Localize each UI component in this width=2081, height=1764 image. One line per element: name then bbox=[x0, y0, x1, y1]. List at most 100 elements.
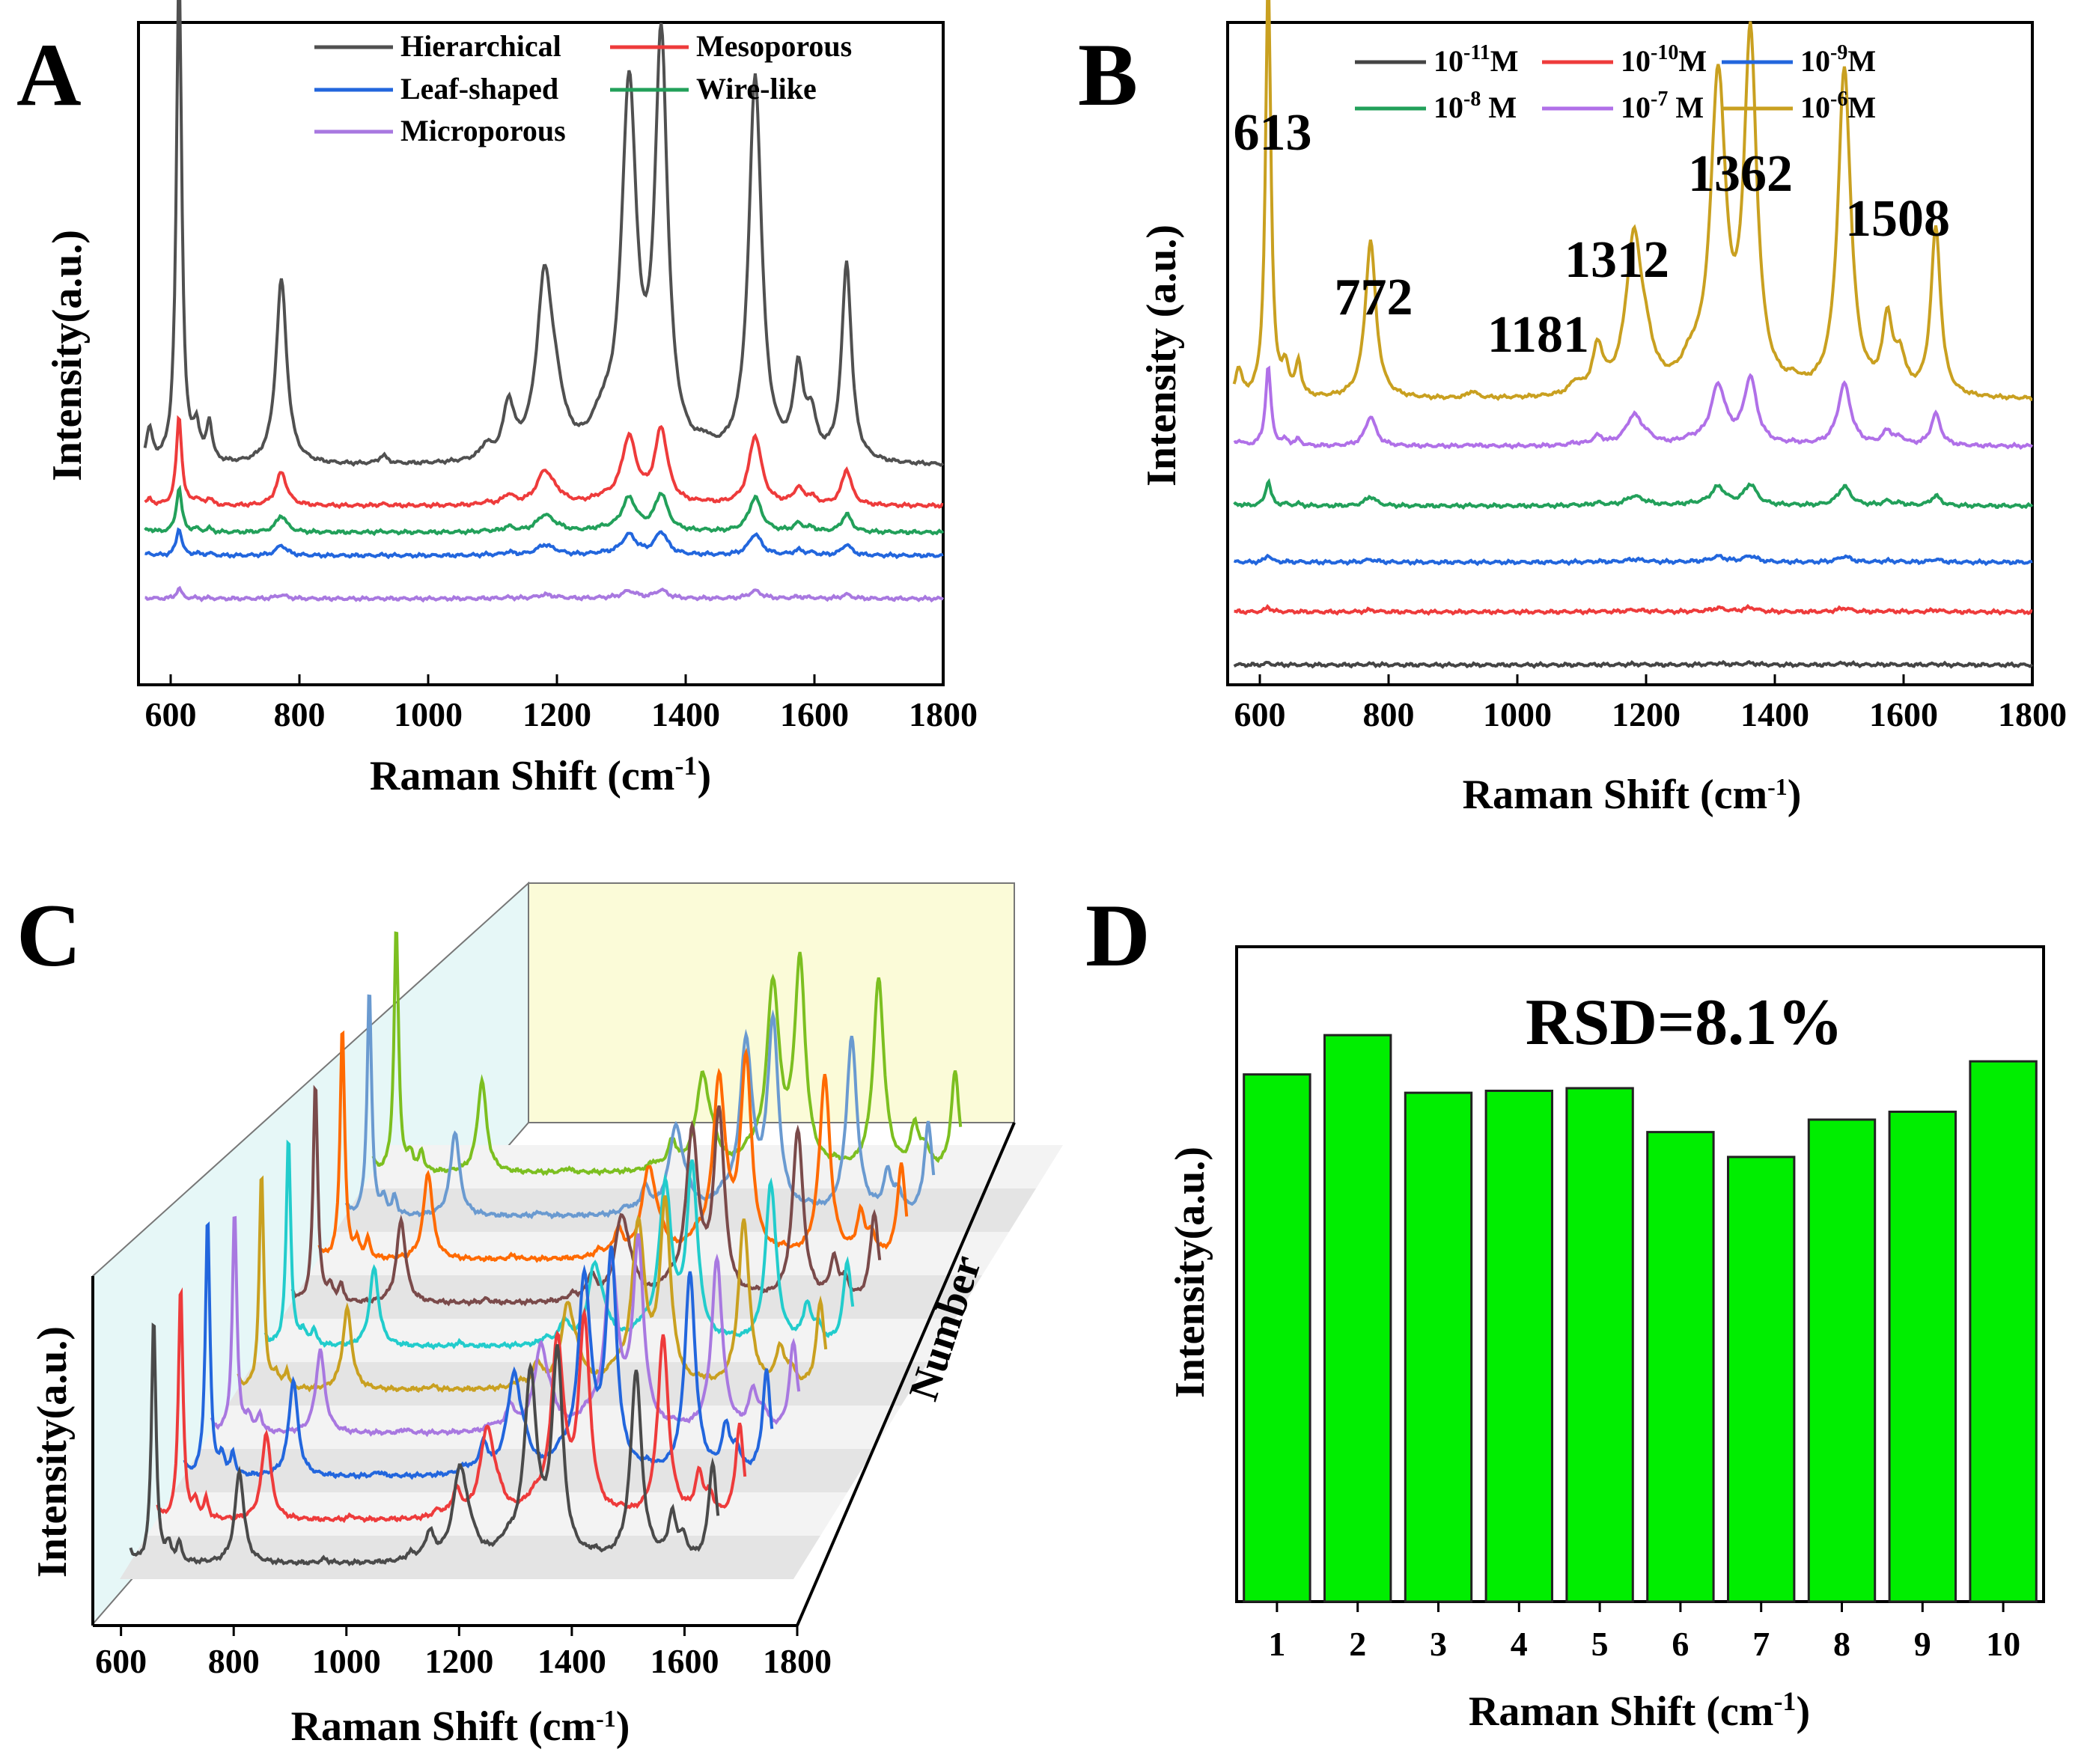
panel-a-xticks: 600 800 1000 1200 1400 1600 1800 bbox=[145, 674, 978, 733]
waterfall-line bbox=[263, 1139, 855, 1350]
series-line-10-10m bbox=[1234, 603, 2033, 616]
xtick-label: 1800 bbox=[763, 1642, 832, 1680]
panel-d-rsd-annotation: RSD=8.1% bbox=[1526, 986, 1843, 1059]
panel-a-letter: A bbox=[16, 25, 82, 124]
series-line-10-7-m bbox=[1233, 365, 2034, 451]
xtick-label: 10 bbox=[1986, 1625, 2020, 1663]
panel-a-plot-frame bbox=[137, 21, 945, 686]
legend-label: Microporous bbox=[400, 114, 566, 147]
floor-strip bbox=[362, 1145, 1063, 1188]
panel-c-xlabel: Raman Shift (cm-1) bbox=[291, 1703, 630, 1750]
panel-d-xlabel: Raman Shift (cm-1) bbox=[1469, 1686, 1810, 1735]
xtick-label: 1800 bbox=[909, 695, 978, 733]
floor-strip bbox=[147, 1492, 847, 1536]
waterfall-line bbox=[183, 1221, 774, 1480]
panel-b-letter: B bbox=[1078, 25, 1138, 124]
peak-label: 772 bbox=[1335, 269, 1413, 326]
panel-b-xlabel: Raman Shift (cm-1) bbox=[1463, 772, 1802, 818]
series-line-10-9m bbox=[1233, 553, 2033, 567]
panel-d-bars bbox=[1243, 1034, 2038, 1603]
legend-label: Hierarchical bbox=[400, 29, 561, 63]
xtick-label: 1400 bbox=[651, 695, 720, 733]
xtick-label: 1 bbox=[1268, 1625, 1285, 1663]
waterfall-line bbox=[210, 1215, 801, 1438]
bar-6 bbox=[1646, 1131, 1715, 1603]
panel-a-lines bbox=[143, 0, 945, 603]
series-line-microporous bbox=[144, 585, 945, 603]
bar-7 bbox=[1727, 1156, 1796, 1603]
xtick-label: 600 bbox=[95, 1642, 147, 1680]
panel-d-ylabel: Intensity(a.u.) bbox=[1167, 1147, 1213, 1398]
panel-b-legend: 10-11M 10-10M 10-9M 10-8 M 10-7 M 10-6M bbox=[1355, 41, 1876, 124]
xtick-label: 1600 bbox=[780, 695, 849, 733]
xtick-label: 1800 bbox=[1998, 695, 2067, 733]
panel-c-xticks: 600 800 1000 1200 1400 1600 1800 bbox=[95, 1626, 832, 1680]
xtick-label: 600 bbox=[145, 695, 197, 733]
panel-c-ylabel: Intensity(a.u.) bbox=[29, 1326, 76, 1578]
peak-label: 1312 bbox=[1564, 231, 1669, 289]
legend-label: 10-6M bbox=[1800, 88, 1876, 124]
xtick-label: 1000 bbox=[394, 695, 463, 733]
bar-1 bbox=[1243, 1073, 1311, 1603]
series-line-10-11m bbox=[1233, 659, 2034, 669]
panel-d-xticks: 1 2 3 4 5 6 7 8 9 10 bbox=[1268, 1602, 2020, 1663]
xtick-label: 1600 bbox=[1869, 695, 1938, 733]
xtick-label: 4 bbox=[1511, 1625, 1528, 1663]
panel-a: A 600 800 1000 1200 1400 1600 1800 Hierarchica… bbox=[16, 0, 978, 799]
peak-label: 1508 bbox=[1845, 190, 1950, 248]
legend-label: 10-8 M bbox=[1433, 88, 1517, 124]
panel-d: D RSD=8.1% 1 2 3 4 5 6 7 8 9 10 Raman Shift (cm-1… bbox=[1085, 885, 2045, 1735]
panel-a-xlabel: Raman Shift (cm-1) bbox=[370, 751, 711, 799]
panel-c-lines bbox=[129, 931, 963, 1566]
panel-b-ylabel: Intensity (a.u.) bbox=[1139, 225, 1185, 486]
bar-4 bbox=[1484, 1090, 1553, 1603]
series-line-leaf-shaped bbox=[144, 527, 944, 560]
xtick-label: 800 bbox=[274, 695, 326, 733]
bar-5 bbox=[1565, 1087, 1634, 1603]
xtick-label: 7 bbox=[1752, 1625, 1770, 1663]
series-line-wire-like bbox=[144, 484, 945, 537]
xtick-label: 8 bbox=[1833, 1625, 1850, 1663]
legend-label: 10-11M bbox=[1433, 41, 1519, 78]
panel-c-z-axis bbox=[796, 1122, 1016, 1626]
xtick-label: 1200 bbox=[522, 695, 591, 733]
panel-b-plot-frame bbox=[1226, 21, 2034, 686]
panel-d-letter: D bbox=[1085, 885, 1151, 985]
bar-8 bbox=[1807, 1118, 1877, 1603]
xtick-label: 2 bbox=[1349, 1625, 1366, 1663]
xtick-label: 9 bbox=[1914, 1625, 1931, 1663]
legend-label: Wire-like bbox=[696, 72, 817, 106]
xtick-label: 1000 bbox=[1483, 695, 1552, 733]
bar-3 bbox=[1404, 1091, 1473, 1603]
waterfall-line bbox=[371, 931, 963, 1176]
xtick-label: 800 bbox=[208, 1642, 260, 1680]
peak-label: 1181 bbox=[1487, 306, 1589, 364]
xtick-label: 800 bbox=[1363, 695, 1415, 733]
series-line-mesoporous bbox=[144, 415, 944, 510]
panel-b-lines bbox=[1232, 0, 2034, 669]
panel-b-xticks: 600 800 1000 1200 1400 1600 1800 bbox=[1234, 674, 2067, 733]
panel-d-plot-frame bbox=[1235, 945, 2045, 1603]
panel-b: B 600 800 1000 1200 1400 1600 1800 10-11M 10-10… bbox=[1078, 0, 2067, 818]
xtick-label: 1400 bbox=[537, 1642, 606, 1680]
legend-label: Leaf-shaped bbox=[400, 72, 558, 106]
peak-label: 613 bbox=[1234, 104, 1312, 162]
xtick-label: 5 bbox=[1591, 1625, 1609, 1663]
xtick-label: 3 bbox=[1430, 1625, 1447, 1663]
waterfall-line bbox=[317, 1030, 909, 1263]
xtick-label: 1200 bbox=[1612, 695, 1681, 733]
bar-9 bbox=[1888, 1111, 1957, 1603]
xtick-label: 600 bbox=[1234, 695, 1286, 733]
xtick-label: 1600 bbox=[650, 1642, 719, 1680]
legend-label: 10-10M bbox=[1621, 41, 1707, 78]
floor-strip bbox=[174, 1449, 874, 1492]
panel-b-peak-labels: 613 772 1181 1312 1362 1508 bbox=[1234, 104, 1951, 364]
xtick-label: 1000 bbox=[312, 1642, 381, 1680]
series-line-10-6m bbox=[1232, 0, 2033, 401]
legend-label: 10-9M bbox=[1800, 41, 1876, 78]
waterfall-line bbox=[129, 1322, 720, 1566]
waterfall-line bbox=[156, 1287, 747, 1524]
series-line-hierarchical bbox=[143, 0, 945, 467]
panel-a-legend: Hierarchical Mesoporous Leaf-shaped Wire-li… bbox=[314, 29, 852, 147]
